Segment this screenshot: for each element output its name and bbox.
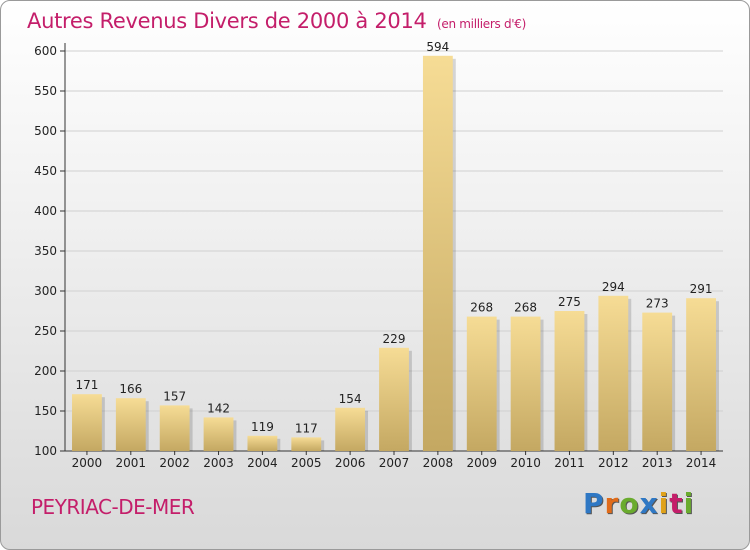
logo-letter: i [658,487,670,520]
bar-2010 [510,316,541,451]
data-label: 268 [514,301,537,315]
y-tick-label: 100 [34,444,57,458]
y-tick-label: 400 [34,204,57,218]
logo-letter: t [669,487,684,520]
bar-2005 [291,437,322,451]
bar-2013 [642,312,673,451]
x-tick-label: 2010 [510,456,541,470]
bar-2014 [686,298,716,451]
x-tick-label: 2014 [686,456,717,470]
x-tick-label: 2009 [466,456,497,470]
x-tick-label: 2006 [335,456,366,470]
logo-letter: P [583,487,605,520]
bar-2008 [422,55,453,452]
data-label: 594 [426,40,449,54]
data-label: 119 [251,420,274,434]
x-tick-label: 2001 [116,456,147,470]
y-tick-label: 350 [34,244,57,258]
bar-2009 [466,316,497,451]
bar-2012 [598,295,629,451]
bar-2001 [115,398,146,451]
y-tick-label: 600 [34,44,57,58]
y-tick-label: 150 [34,404,57,418]
bar-2007 [379,347,409,451]
x-tick-label: 2007 [379,456,410,470]
chart-title-unit: (en milliers d'€) [437,17,527,31]
bar-2011 [554,311,585,451]
data-label: 268 [470,301,493,315]
data-label: 166 [119,382,142,396]
x-tick-label: 2011 [554,456,585,470]
labels: 171 2000 166 2001 157 2002 142 2003 119 2004 117 20… [72,40,717,470]
data-label: 291 [690,282,713,296]
data-label: 273 [646,297,669,311]
x-tick-label: 2005 [291,456,322,470]
data-label: 117 [295,421,318,435]
proxiti-logo[interactable]: Proxiti [583,487,694,520]
data-label: 157 [163,389,186,403]
chart-title: Autres Revenus Divers de 2000 à 2014 (en… [27,9,526,33]
data-label: 229 [383,332,406,346]
location-label: PEYRIAC-DE-MER [31,495,195,519]
x-tick-label: 2002 [159,456,190,470]
bar-2000 [72,394,102,451]
logo-letter: r [604,487,620,520]
y-tick-label: 200 [34,364,57,378]
bar-2004 [247,435,278,451]
chart-title-text: Autres Revenus Divers de 2000 à 2014 [27,9,427,33]
y-tick-label: 450 [34,164,57,178]
logo-letter: x [639,487,659,520]
data-label: 294 [602,280,625,294]
x-tick-label: 2008 [423,456,454,470]
y-tick-label: 300 [34,284,57,298]
bars [72,55,719,452]
x-tick-label: 2000 [72,456,103,470]
x-tick-label: 2004 [247,456,278,470]
x-tick-label: 2012 [598,456,629,470]
bar-2002 [159,405,190,451]
bar-2006 [335,407,366,451]
data-label: 142 [207,401,230,415]
x-tick-label: 2003 [203,456,234,470]
y-tick-label: 550 [34,84,57,98]
data-label: 154 [339,392,362,406]
logo-letter: o [619,487,640,520]
data-label: 275 [558,295,581,309]
data-label: 171 [75,378,98,392]
bar-2003 [203,417,234,451]
logo-letter: i [683,487,695,520]
x-tick-label: 2013 [642,456,673,470]
y-tick-label: 250 [34,324,57,338]
y-tick-label: 500 [34,124,57,138]
